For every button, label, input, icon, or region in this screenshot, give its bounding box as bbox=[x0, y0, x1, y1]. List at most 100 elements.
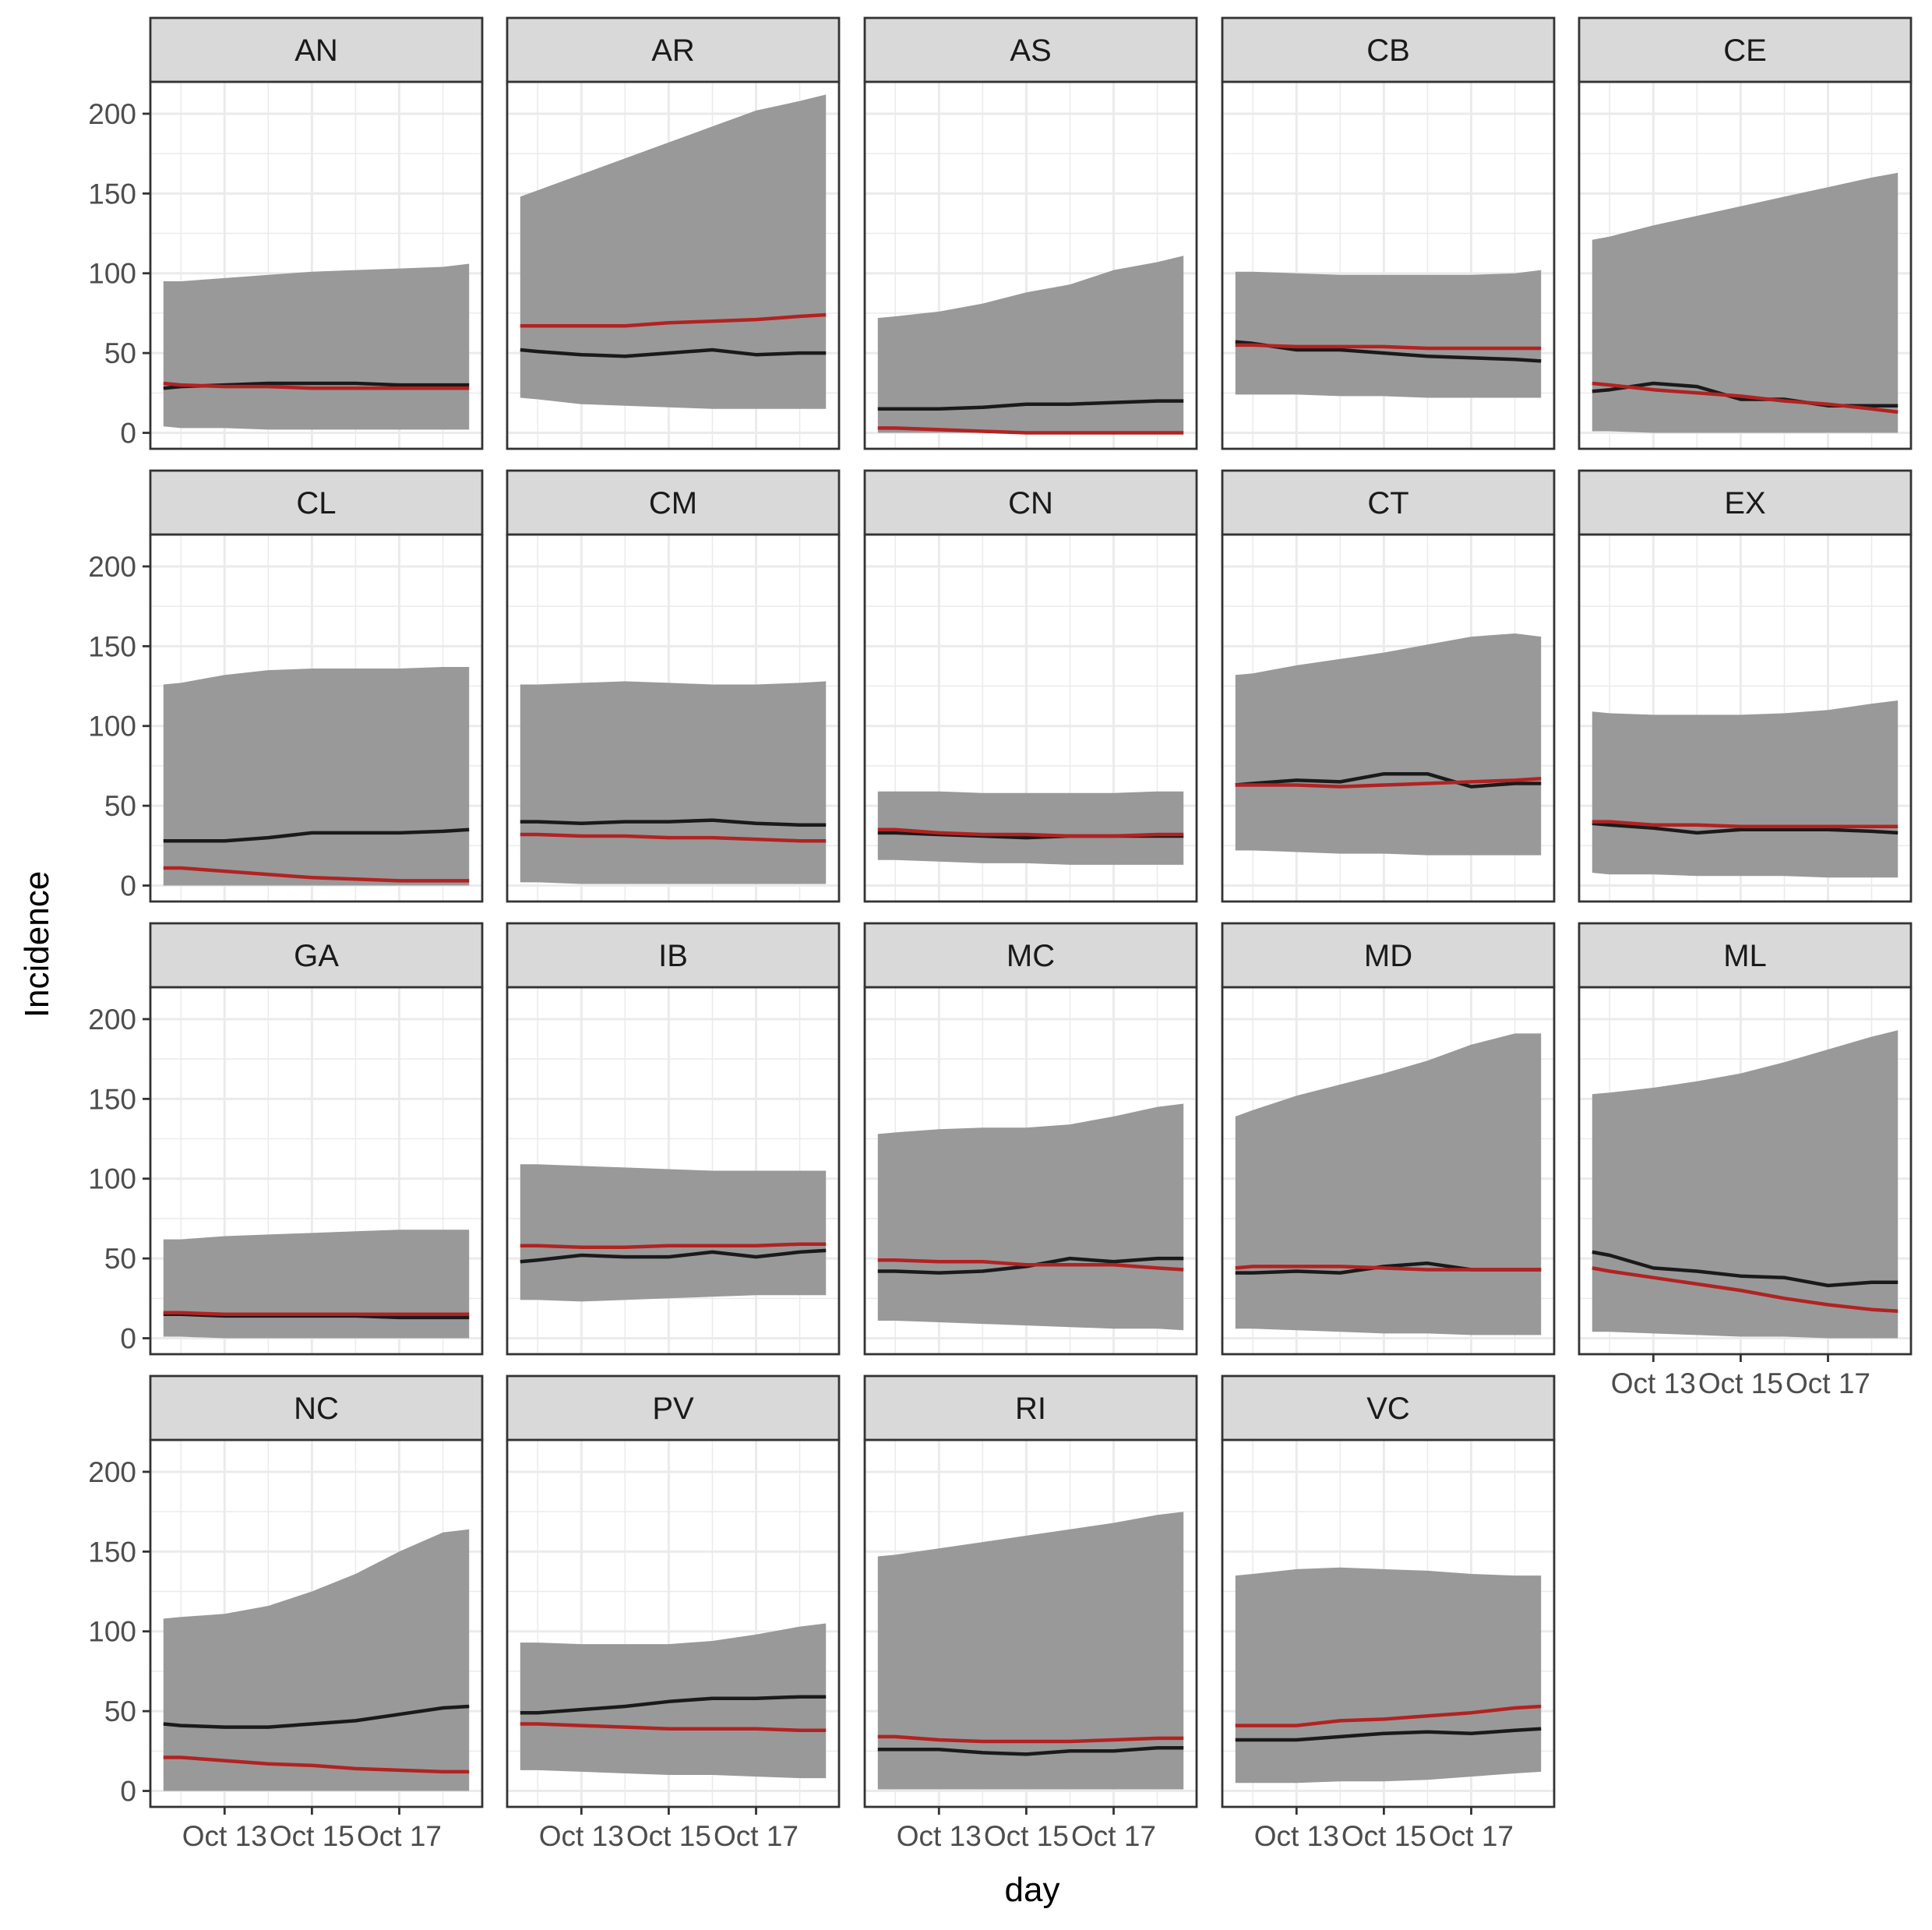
y-tick-label: 100 bbox=[88, 711, 136, 743]
predicted-line bbox=[520, 312, 827, 328]
y-tick-label: 150 bbox=[88, 1536, 136, 1568]
y-tick-label: 0 bbox=[120, 1776, 136, 1808]
facet-panel-as: AS bbox=[863, 16, 1198, 450]
predicted-line bbox=[163, 1311, 470, 1317]
predicted-line bbox=[1592, 381, 1899, 415]
facet-strip bbox=[149, 16, 484, 83]
x-tick-label: Oct 17 bbox=[1429, 1820, 1514, 1852]
facet-strip-label: CT bbox=[1367, 486, 1408, 520]
facet-panel-md: MD bbox=[1221, 922, 1556, 1356]
observed-line bbox=[520, 818, 827, 827]
x-tick-label: Oct 15 bbox=[1341, 1820, 1426, 1852]
facet-panel-ct: CT bbox=[1221, 469, 1556, 903]
facet-panel-ib: IB bbox=[506, 922, 841, 1356]
y-tick-label: 50 bbox=[104, 337, 136, 369]
x-tick-label: Oct 17 bbox=[1786, 1367, 1870, 1399]
facet-strip bbox=[1221, 469, 1556, 536]
facet-strip-label: AS bbox=[1010, 34, 1051, 68]
predicted-line bbox=[877, 1734, 1184, 1744]
facet-strip-label: CE bbox=[1723, 34, 1767, 68]
facet-strip bbox=[149, 469, 484, 536]
facet-strip bbox=[1221, 922, 1556, 989]
facet-strip bbox=[1221, 1374, 1556, 1441]
observed-line bbox=[877, 1745, 1184, 1756]
facet-strip-label: NC bbox=[294, 1392, 339, 1426]
observed-line bbox=[1235, 1727, 1542, 1742]
prediction-interval-band bbox=[877, 1103, 1184, 1331]
observed-line bbox=[877, 399, 1184, 411]
facet-panel-pv: PV bbox=[506, 1374, 841, 1808]
observed-line bbox=[520, 348, 827, 358]
facet-strip bbox=[149, 1374, 484, 1441]
facet-strip-label: IB bbox=[658, 939, 688, 973]
prediction-interval-band bbox=[1235, 633, 1542, 856]
y-axis-title: Incidence bbox=[18, 871, 56, 1018]
y-tick-label: 50 bbox=[104, 1243, 136, 1275]
facet-panel-cb: CB bbox=[1221, 16, 1556, 450]
x-axis-title: day bbox=[1005, 1871, 1060, 1909]
prediction-interval-band bbox=[877, 1512, 1184, 1790]
predicted-line bbox=[1235, 1265, 1542, 1272]
predicted-line bbox=[1592, 820, 1899, 829]
predicted-line bbox=[877, 426, 1184, 435]
predicted-line bbox=[163, 866, 470, 883]
prediction-interval-band bbox=[1592, 172, 1899, 433]
facet-strip bbox=[506, 1374, 841, 1441]
facet-strip-label: CM bbox=[649, 486, 697, 520]
facet-panel-ml: ML bbox=[1578, 922, 1913, 1356]
facet-strip bbox=[863, 469, 1198, 536]
observed-line bbox=[520, 1695, 827, 1715]
y-tick-label: 150 bbox=[88, 630, 136, 662]
facet-panel-nc: NC bbox=[149, 1374, 484, 1808]
x-tick-label: Oct 15 bbox=[270, 1820, 354, 1852]
prediction-interval-band bbox=[1235, 1567, 1542, 1784]
x-tick-label: Oct 17 bbox=[714, 1820, 799, 1852]
x-tick-label: Oct 13 bbox=[539, 1820, 624, 1852]
facet-strip-label: EX bbox=[1724, 486, 1765, 520]
predicted-line bbox=[163, 381, 470, 390]
facet-strip-label: MD bbox=[1364, 939, 1412, 973]
facet-strip-label: ML bbox=[1723, 939, 1767, 973]
facet-strip-label: MC bbox=[1007, 939, 1055, 973]
x-tick-label: Oct 15 bbox=[626, 1820, 711, 1852]
facet-panel-ri: RI bbox=[863, 1374, 1198, 1808]
predicted-line bbox=[520, 1242, 827, 1250]
facet-strip bbox=[863, 16, 1198, 83]
y-tick-label: 150 bbox=[88, 178, 136, 210]
facet-panel-cl: CL bbox=[149, 469, 484, 903]
y-tick-label: 0 bbox=[120, 870, 136, 902]
axes: 0 50 100 150 200 0 50 100 150 200 0 50 100 150 200 Oct … bbox=[88, 98, 1870, 1852]
facet-panel-an: AN bbox=[149, 16, 484, 450]
y-tick-label: 0 bbox=[120, 1323, 136, 1355]
x-tick-label: Oct 13 bbox=[897, 1820, 982, 1852]
x-tick-label: Oct 17 bbox=[357, 1820, 442, 1852]
predicted-line bbox=[877, 827, 1184, 838]
facet-panel-mc: MC bbox=[863, 922, 1198, 1356]
x-tick-label: Oct 13 bbox=[1254, 1820, 1339, 1852]
facet-strip-label: CB bbox=[1366, 34, 1410, 68]
facet-strip bbox=[149, 922, 484, 989]
predicted-line bbox=[877, 1258, 1184, 1272]
facet-strip-label: VC bbox=[1366, 1392, 1410, 1426]
facet-strip-label: CL bbox=[296, 486, 336, 520]
x-tick-label: Oct 15 bbox=[1698, 1367, 1783, 1399]
y-tick-label: 200 bbox=[88, 551, 136, 583]
facet-panel-ce: CE bbox=[1578, 16, 1913, 450]
observed-line bbox=[163, 827, 470, 843]
y-tick-label: 100 bbox=[88, 258, 136, 290]
x-tick-label: Oct 17 bbox=[1071, 1820, 1156, 1852]
predicted-line bbox=[520, 1722, 827, 1732]
facet-panel-cn: CN bbox=[863, 469, 1198, 903]
y-tick-label: 200 bbox=[88, 1456, 136, 1488]
predicted-line bbox=[1235, 343, 1542, 351]
y-tick-label: 50 bbox=[104, 1695, 136, 1727]
prediction-interval-band bbox=[1235, 1033, 1542, 1335]
facet-strip bbox=[506, 469, 841, 536]
facet-panels: AN AR AS CB CE CL CM CN CT EX GA IB MC MD ML NC PV RI VC bbox=[149, 16, 1913, 1808]
predicted-line bbox=[520, 832, 827, 843]
facet-strip bbox=[1221, 16, 1556, 83]
y-tick-label: 100 bbox=[88, 1616, 136, 1648]
facet-strip bbox=[863, 1374, 1198, 1441]
facet-strip-label: PV bbox=[652, 1392, 694, 1426]
y-tick-label: 200 bbox=[88, 98, 136, 130]
